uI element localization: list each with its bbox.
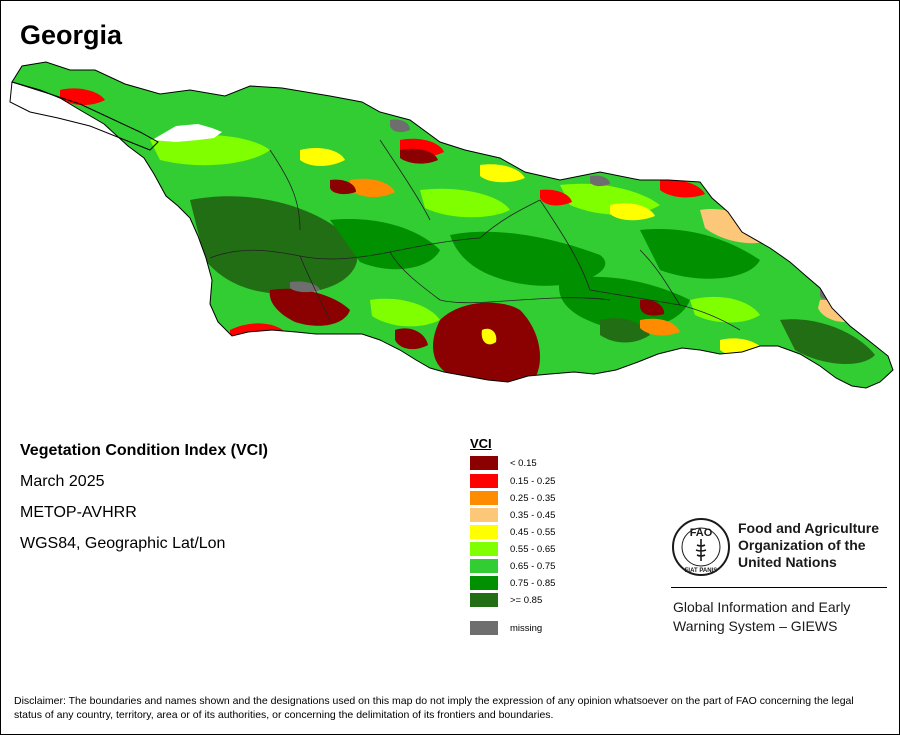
legend-swatch (470, 525, 498, 539)
legend-item-missing: missing (470, 621, 542, 635)
period-label: March 2025 (20, 473, 105, 490)
legend-label: < 0.15 (510, 457, 537, 469)
legend-item: >= 0.85 (470, 593, 542, 607)
legend-label: 0.75 - 0.85 (510, 577, 556, 589)
vci-map (9, 61, 894, 389)
legend-item: < 0.15 (470, 456, 537, 470)
legend-label: >= 0.85 (510, 594, 543, 606)
legend-label: 0.25 - 0.35 (510, 492, 556, 504)
legend-title: VCI (470, 436, 492, 451)
legend-swatch (470, 491, 498, 505)
legend-label: 0.15 - 0.25 (510, 475, 556, 487)
legend-item: 0.35 - 0.45 (470, 508, 555, 522)
legend-swatch (470, 542, 498, 556)
legend-label: 0.45 - 0.55 (510, 526, 556, 538)
legend-label: 0.55 - 0.65 (510, 543, 556, 555)
legend-item: 0.15 - 0.25 (470, 474, 555, 488)
disclaimer: Disclaimer: The boundaries and names sho… (14, 695, 854, 721)
legend-item: 0.65 - 0.75 (470, 559, 555, 573)
index-name: Vegetation Condition Index (VCI) (20, 442, 268, 459)
legend-swatch (470, 621, 498, 635)
legend-swatch (470, 559, 498, 573)
fao-logo-motto: FIAT PANIS (685, 568, 717, 574)
legend-label: 0.65 - 0.75 (510, 560, 556, 572)
legend-swatch (470, 456, 498, 470)
legend-label: 0.35 - 0.45 (510, 509, 556, 521)
legend-swatch (470, 508, 498, 522)
fao-divider (671, 587, 887, 588)
legend-item: 0.75 - 0.85 (470, 576, 555, 590)
fao-name-line: Food and Agriculture (738, 520, 880, 536)
fao-logo-icon: FAO FIAT PANIS (672, 518, 730, 576)
fao-logo-text: FAO (690, 527, 713, 539)
sensor-label: METOP-AVHRR (20, 504, 137, 521)
legend-swatch (470, 474, 498, 488)
fao-name-line: Organization of the (738, 537, 866, 553)
legend-item: 0.55 - 0.65 (470, 542, 555, 556)
giews-label: Global Information and Early Warning Sys… (673, 598, 850, 636)
giews-line: Global Information and Early (673, 599, 851, 615)
giews-line: Warning System – GIEWS (673, 618, 838, 634)
legend-item: 0.45 - 0.55 (470, 525, 555, 539)
fao-name: Food and Agriculture Organization of the… (738, 520, 879, 571)
legend-label: missing (510, 622, 543, 634)
projection-label: WGS84, Geographic Lat/Lon (20, 535, 226, 552)
legend-swatch (470, 576, 498, 590)
legend-swatch (470, 593, 498, 607)
legend-item: 0.25 - 0.35 (470, 491, 555, 505)
fao-name-line: United Nations (738, 554, 837, 570)
map-title: Georgia (20, 20, 123, 50)
